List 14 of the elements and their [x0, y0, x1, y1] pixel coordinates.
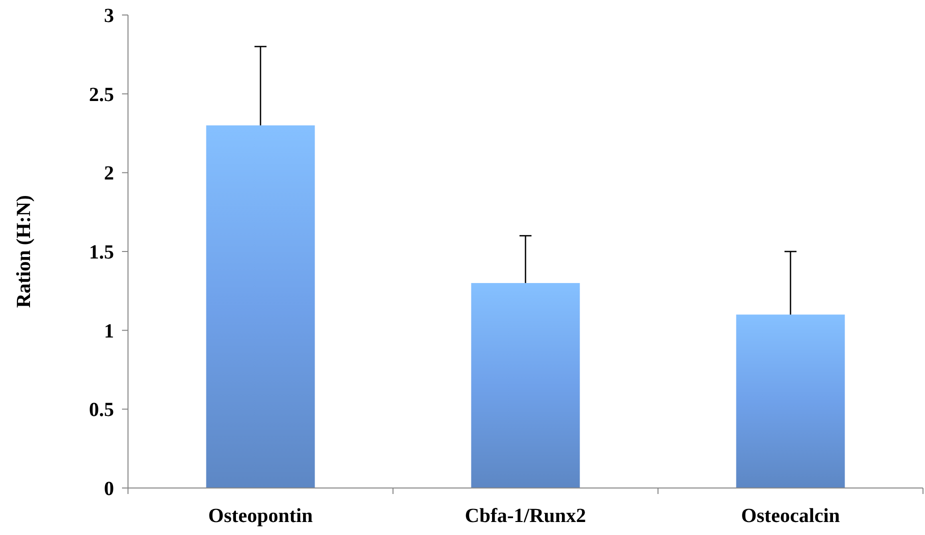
bar	[206, 125, 315, 488]
bar	[736, 314, 845, 488]
y-tick-label: 2.5	[89, 84, 114, 106]
bar	[471, 283, 580, 488]
y-tick-label: 2	[104, 162, 114, 185]
y-tick-label: 3	[104, 5, 114, 27]
x-tick-label: Cbfa-1/Runx2	[464, 505, 586, 527]
y-tick-label: 0.5	[89, 399, 114, 422]
y-axis-title: Ration (H:N)	[13, 195, 35, 308]
y-tick-label: 0	[104, 478, 114, 500]
x-tick-label: Osteocalcin	[741, 505, 840, 527]
y-tick-label: 1.5	[89, 242, 114, 264]
x-tick-label: Osteopontin	[208, 505, 313, 527]
y-tick-label: 1	[104, 320, 114, 342]
